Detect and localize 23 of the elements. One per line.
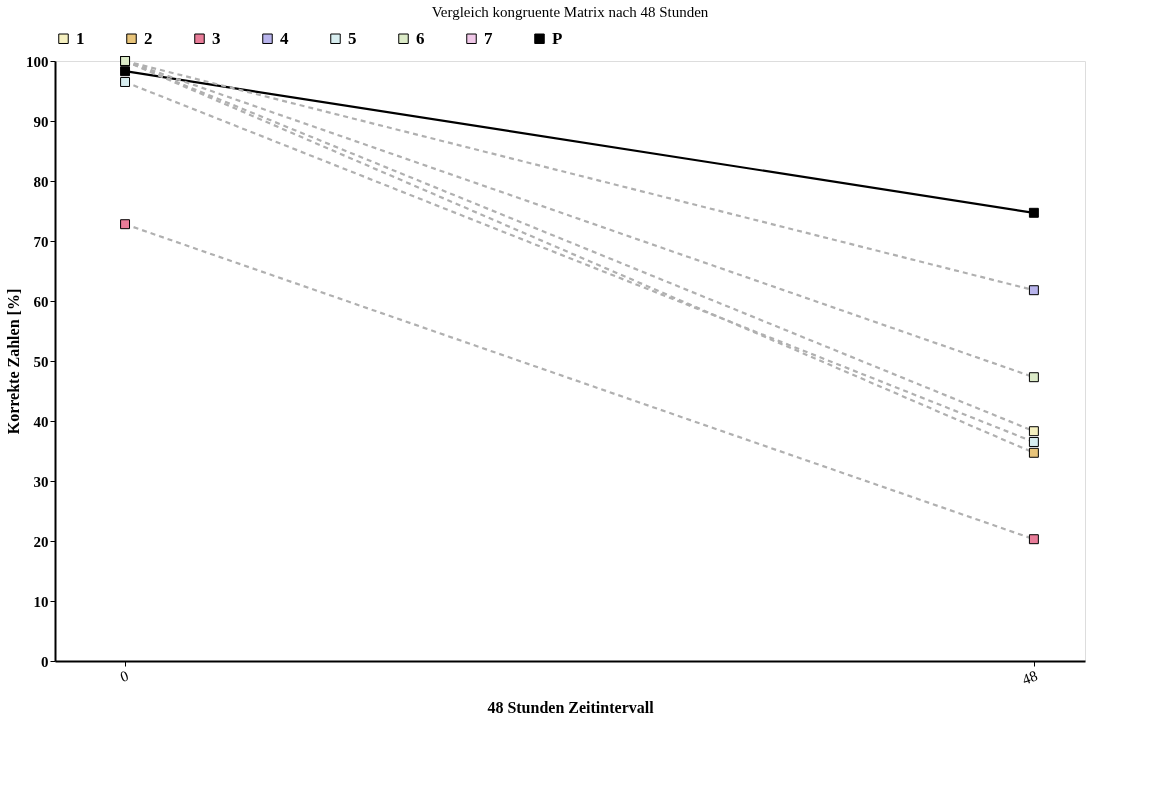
legend-label: P (552, 28, 563, 48)
y-tick-label: 10 (33, 593, 49, 610)
y-tick-label: 20 (33, 533, 49, 550)
y-tick-label: 30 (33, 473, 49, 490)
legend-label: 6 (416, 28, 425, 48)
legend-label: 4 (280, 28, 289, 48)
legend-label: 7 (484, 28, 493, 48)
y-tick-label: 50 (33, 353, 49, 370)
chart-title: Vergleich kongruente Matrix nach 48 Stunden (431, 4, 709, 20)
y-axis-title: Korrekte Zahlen [%] (5, 288, 22, 435)
x-axis-title: 48 Stunden Zeitintervall (487, 698, 655, 716)
y-tick-label: 60 (33, 293, 49, 310)
y-tick-label: 0 (41, 653, 49, 670)
y-tick-label: 70 (33, 233, 49, 250)
legend-label: 3 (212, 28, 221, 48)
y-tick-label: 100 (26, 53, 49, 70)
x-tick-label: 48 (1019, 667, 1040, 688)
y-tick-label: 90 (33, 113, 49, 130)
legend-label: 5 (348, 28, 357, 48)
legend-label: 1 (76, 28, 85, 48)
y-tick-label: 40 (33, 413, 49, 430)
y-tick-label: 80 (33, 173, 49, 190)
legend-label: 2 (144, 28, 153, 48)
